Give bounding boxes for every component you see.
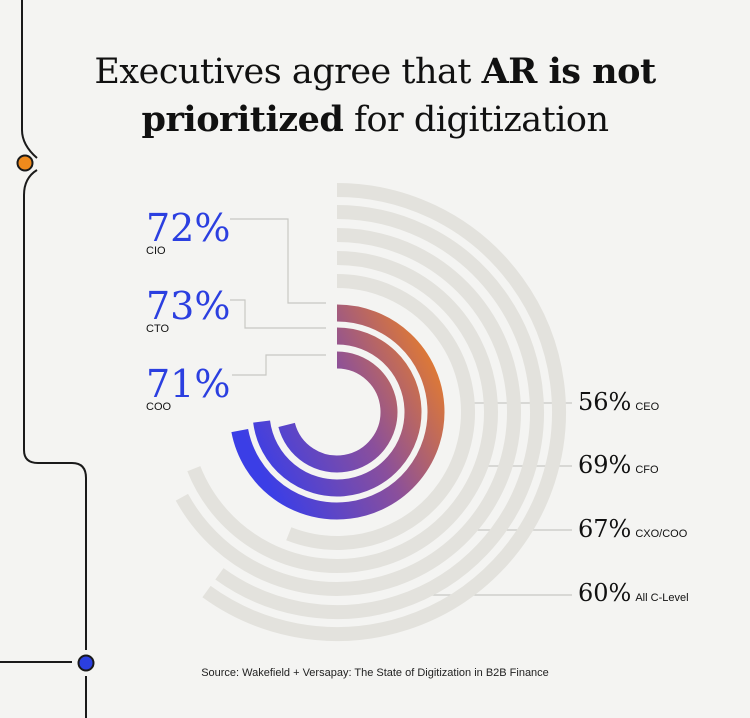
label-all: 60% All C-Level xyxy=(578,579,689,607)
title-part2: for digitization xyxy=(343,100,609,140)
label-cio-pct: 72% xyxy=(146,206,231,250)
gray-arc-all-c-level-outer xyxy=(202,183,566,641)
label-cfo: 69% CFO xyxy=(578,451,659,479)
label-ceo-name: CEO xyxy=(635,401,660,413)
gray-arc-all-c-level xyxy=(215,205,544,619)
label-cto-name: CTO xyxy=(146,323,170,335)
color-arc-coo xyxy=(278,351,398,473)
connector-coo xyxy=(232,354,326,376)
color-arc-cio xyxy=(231,304,445,520)
label-coo-pct: 71% xyxy=(146,362,231,406)
connector-cto xyxy=(230,299,326,329)
label-cfo-pct: 69% xyxy=(578,451,632,479)
label-all-name: All C-Level xyxy=(635,592,689,604)
label-all-pct: 60% xyxy=(578,579,632,607)
label-coo-name: COO xyxy=(146,401,172,413)
label-cto-pct: 73% xyxy=(146,284,231,328)
source-note: Source: Wakefield + Versapay: The State … xyxy=(201,667,549,679)
label-cxo-name: CXO/COO xyxy=(635,528,688,540)
title-bold1: AR is not xyxy=(481,51,657,92)
label-coo: 71% COO xyxy=(146,364,230,413)
gray-arc-ceo xyxy=(286,274,475,550)
connector-cio xyxy=(230,218,326,304)
color-rings xyxy=(231,304,445,520)
label-cio: 72% CIO xyxy=(146,208,230,257)
title-bold2: prioritized xyxy=(141,99,344,140)
decor-line-middle xyxy=(23,169,87,650)
orange-dot xyxy=(16,154,34,172)
blue-dot xyxy=(77,654,95,672)
label-cxo-pct: 67% xyxy=(578,515,632,543)
label-ceo-pct: 56% xyxy=(578,388,632,416)
decor-line-top xyxy=(21,0,38,159)
gray-arc-cxo-coo xyxy=(175,228,521,596)
label-cxo: 67% CXO/COO xyxy=(578,515,687,543)
chart-title: Executives agree that AR is not prioriti… xyxy=(0,48,750,144)
gray-rings xyxy=(175,183,566,641)
decor-lines xyxy=(0,0,87,718)
label-ceo: 56% CEO xyxy=(578,388,659,416)
label-cto: 73% CTO xyxy=(146,286,230,335)
color-arc-cto xyxy=(253,327,422,497)
label-cio-name: CIO xyxy=(146,245,166,257)
gray-arc-cfo xyxy=(187,251,498,573)
title-part1: Executives agree that xyxy=(94,52,482,92)
label-cfo-name: CFO xyxy=(635,464,659,476)
